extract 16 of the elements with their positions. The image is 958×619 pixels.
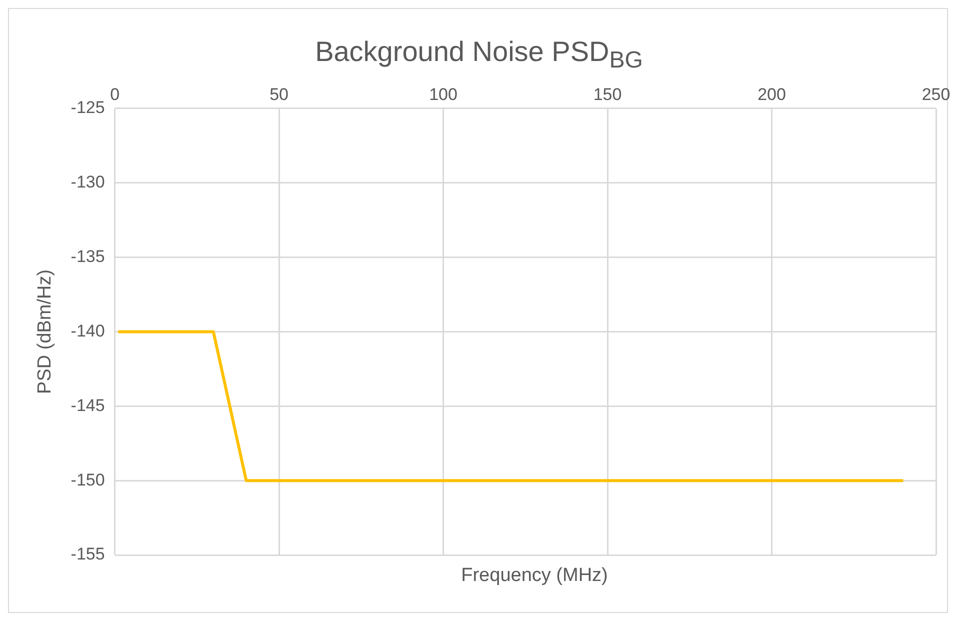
x-axis-title: Frequency (MHz) (460, 565, 609, 587)
y-tick-label: -140 (70, 321, 105, 340)
y-tick-label: -150 (70, 470, 105, 490)
x-tick-label: 50 (270, 84, 289, 104)
y-tick-label: -145 (70, 396, 105, 415)
y-axis-title: PSD (dBm/Hz) (34, 269, 56, 394)
x-tick-label: 200 (758, 84, 786, 104)
x-tick-label: 150 (593, 84, 622, 104)
y-tick-label: -135 (70, 246, 105, 266)
chart-title: Background Noise PSD$_{BG}$ (314, 36, 644, 74)
y-tick-label: -130 (70, 172, 105, 192)
x-tick-label: 100 (429, 84, 458, 104)
y-tick-label: -155 (70, 544, 105, 564)
x-tick-label: 0 (110, 84, 120, 104)
x-tick-label: 250 (922, 84, 950, 104)
y-tick-label: -125 (70, 98, 105, 118)
